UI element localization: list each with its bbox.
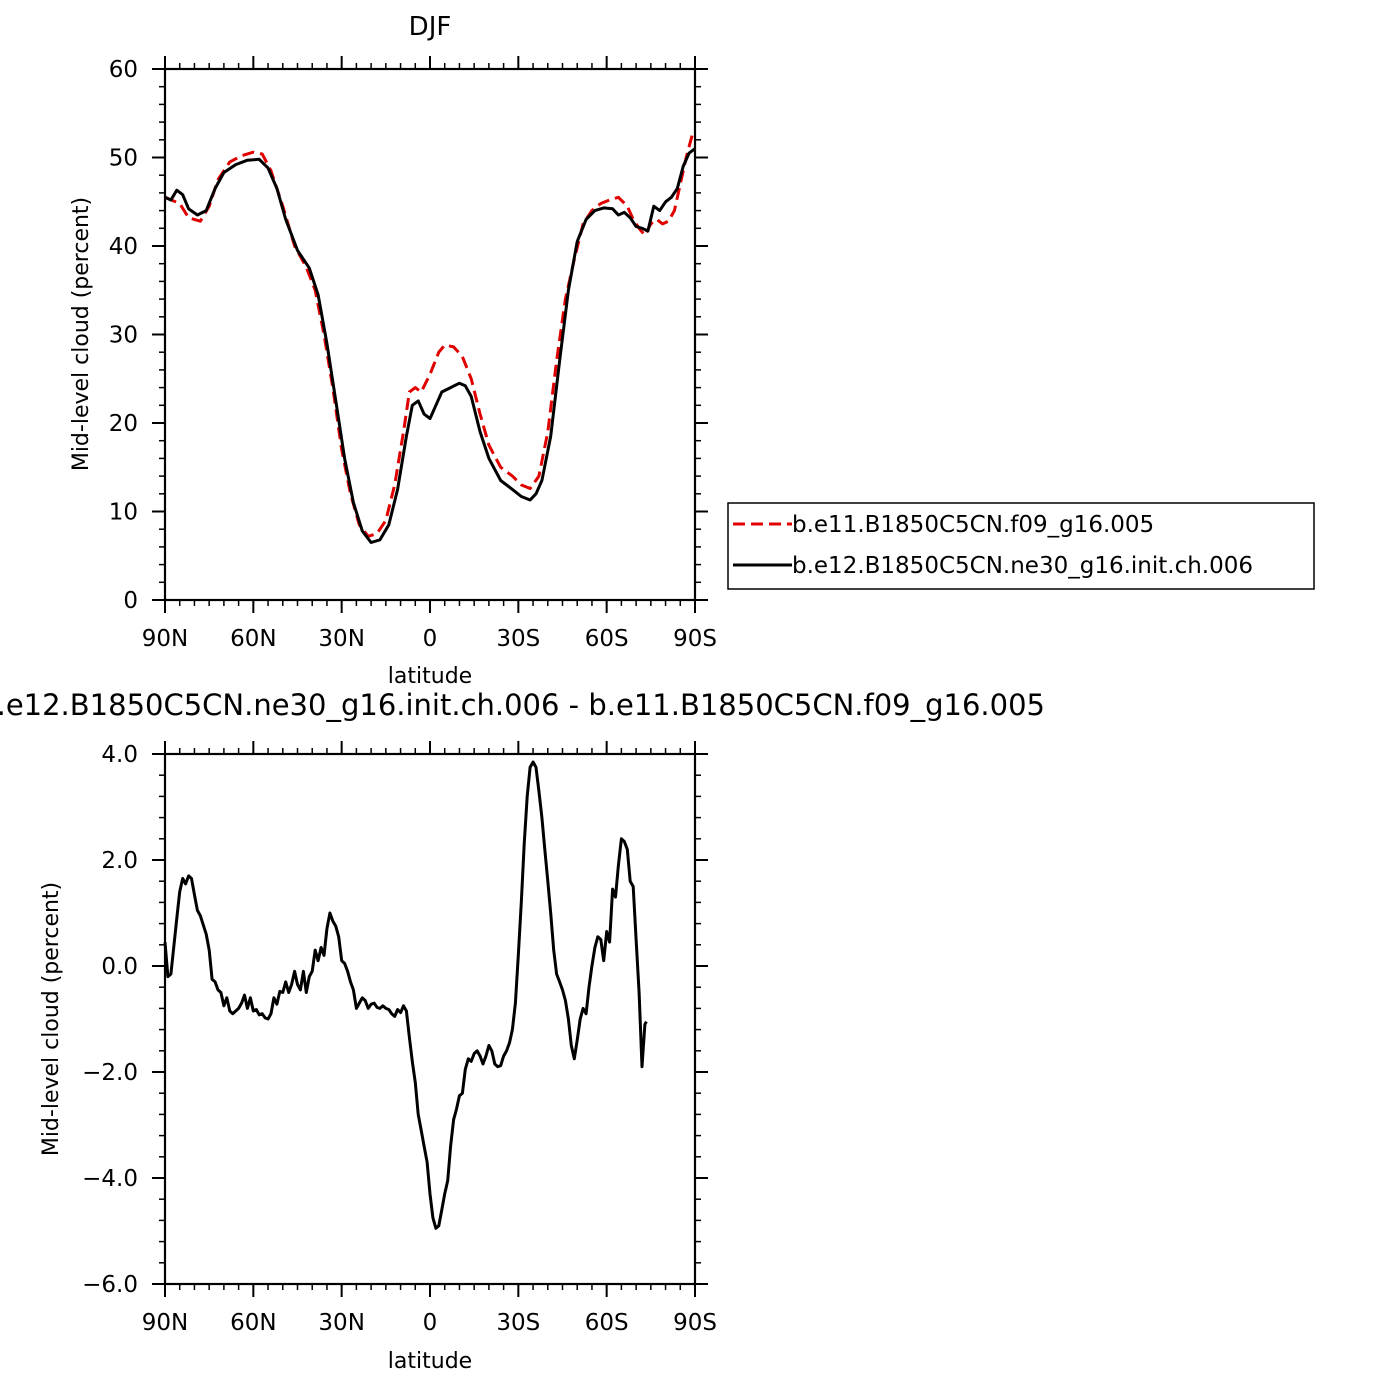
top-plot-series	[164, 133, 697, 544]
top-plot-y-tick-labels: 0 10 20 30 40 50 60	[109, 57, 138, 614]
legend-entry-1: b.e11.B1850C5CN.f09_g16.005	[792, 512, 1154, 538]
bottom-plot-title: b.e12.B1850C5CN.ne30_g16.init.ch.006 - b…	[0, 688, 1045, 722]
legend: b.e11.B1850C5CN.f09_g16.005 b.e12.B1850C…	[727, 502, 1315, 590]
x-tick-label: 60N	[230, 1310, 276, 1336]
x-tick-label: 30N	[318, 1310, 364, 1336]
bottom-plot-x-axis-label: latitude	[388, 1349, 472, 1374]
x-tick-label: 30S	[496, 626, 540, 652]
y-tick-label: 10	[109, 500, 138, 526]
top-plot-ticks	[152, 56, 708, 613]
bottom-plot-ticks	[152, 741, 708, 1297]
top-plot-frame	[163, 67, 697, 602]
legend-entry-2: b.e12.B1850C5CN.ne30_g16.init.ch.006	[792, 553, 1253, 579]
y-tick-label: −4.0	[82, 1166, 138, 1192]
x-tick-label: 60N	[230, 626, 276, 652]
y-tick-label: 30	[109, 323, 138, 349]
y-tick-label: 40	[109, 234, 138, 260]
x-tick-label: 30N	[318, 626, 364, 652]
bottom-plot-x-tick-labels: 90N 60N 30N 0 30S 60S 90S	[142, 1310, 717, 1336]
series-line-2	[164, 147, 696, 544]
y-tick-label: 60	[109, 57, 138, 83]
x-tick-label: 30S	[496, 1310, 540, 1336]
top-plot-x-tick-labels: 90N 60N 30N 0 30S 60S 90S	[142, 626, 717, 652]
y-tick-label: −6.0	[82, 1272, 138, 1298]
y-tick-label: 2.0	[101, 848, 138, 874]
x-tick-label: 60S	[585, 1310, 629, 1336]
top-plot: DJF 90N 60N 30N 0 30S 60S 90S 0 10 20 30 40 50 60 la…	[69, 12, 717, 689]
series-line-1	[164, 133, 697, 538]
bottom-plot-y-tick-labels: −6.0 −4.0 −2.0 0.0 2.0 4.0	[82, 742, 138, 1298]
y-tick-label: 0	[123, 588, 138, 614]
bottom-plot-y-axis-label: Mid-level cloud (percent)	[39, 882, 64, 1156]
y-tick-label: 4.0	[101, 742, 138, 768]
y-tick-label: 0.0	[101, 954, 138, 980]
legend-frame	[727, 502, 1315, 590]
x-tick-label: 90S	[673, 626, 717, 652]
top-plot-title: DJF	[409, 12, 452, 42]
x-tick-label: 90S	[673, 1310, 717, 1336]
top-plot-x-axis-label: latitude	[388, 664, 472, 689]
bottom-plot: b.e12.B1850C5CN.ne30_g16.init.ch.006 - b…	[0, 688, 1045, 1374]
x-tick-label: 0	[423, 626, 438, 652]
x-tick-label: 90N	[142, 626, 188, 652]
x-tick-label: 60S	[585, 626, 629, 652]
y-tick-label: −2.0	[82, 1060, 138, 1086]
y-tick-label: 50	[109, 146, 138, 172]
x-tick-label: 90N	[142, 1310, 188, 1336]
y-tick-label: 20	[109, 411, 138, 437]
series-line-1	[163, 760, 648, 1230]
top-plot-y-axis-label: Mid-level cloud (percent)	[69, 197, 94, 471]
x-tick-label: 0	[423, 1310, 438, 1336]
bottom-plot-series	[163, 760, 648, 1230]
